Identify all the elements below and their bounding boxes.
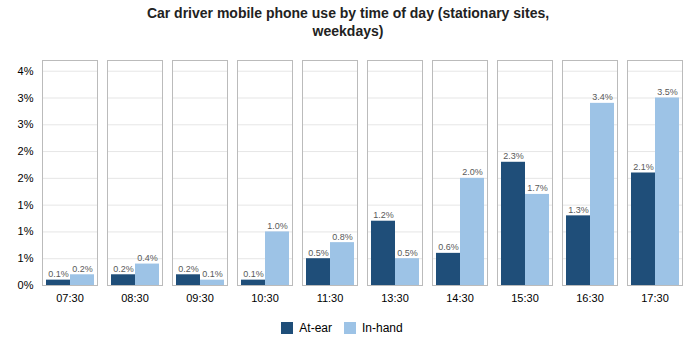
svg-text:17:30: 17:30	[641, 292, 669, 304]
svg-text:3.5%: 3.5%	[657, 87, 678, 97]
svg-text:2.3%: 2.3%	[503, 151, 524, 161]
svg-text:0.2%: 0.2%	[113, 264, 134, 274]
svg-text:16:30: 16:30	[576, 292, 604, 304]
svg-text:0.8%: 0.8%	[332, 232, 353, 242]
svg-text:0.1%: 0.1%	[48, 269, 69, 279]
svg-text:3%: 3%	[18, 118, 34, 130]
svg-text:0.1%: 0.1%	[202, 269, 223, 279]
svg-text:2.0%: 2.0%	[462, 167, 483, 177]
svg-text:15:30: 15:30	[511, 292, 539, 304]
svg-text:1.7%: 1.7%	[527, 183, 548, 193]
svg-text:0.2%: 0.2%	[178, 264, 199, 274]
svg-text:10:30: 10:30	[251, 292, 279, 304]
svg-text:1%: 1%	[18, 252, 34, 264]
svg-text:1%: 1%	[18, 225, 34, 237]
svg-text:1.0%: 1.0%	[267, 221, 288, 231]
svg-text:14:30: 14:30	[446, 292, 474, 304]
svg-text:1.2%: 1.2%	[373, 210, 394, 220]
svg-text:1.3%: 1.3%	[568, 205, 589, 215]
svg-text:0.5%: 0.5%	[397, 248, 418, 258]
svg-text:2%: 2%	[18, 145, 34, 157]
svg-text:0.5%: 0.5%	[308, 248, 329, 258]
svg-text:13:30: 13:30	[381, 292, 409, 304]
svg-text:4%: 4%	[18, 65, 34, 77]
svg-text:08:30: 08:30	[121, 292, 149, 304]
svg-text:1%: 1%	[18, 199, 34, 211]
svg-text:0.4%: 0.4%	[137, 253, 158, 263]
svg-text:09:30: 09:30	[186, 292, 214, 304]
html-text:At-ear: At-ear	[299, 320, 332, 335]
svg-text:0.2%: 0.2%	[72, 264, 93, 274]
svg-text:11:30: 11:30	[317, 292, 344, 304]
svg-text:2%: 2%	[18, 172, 34, 184]
svg-text:0%: 0%	[18, 279, 34, 291]
svg-text:07:30: 07:30	[56, 292, 84, 304]
svg-text:0.1%: 0.1%	[243, 269, 264, 279]
svg-text:3%: 3%	[18, 92, 34, 104]
svg-text:2.1%: 2.1%	[633, 162, 654, 172]
html-text:In-hand: In-hand	[362, 320, 403, 335]
svg-text:0.6%: 0.6%	[438, 242, 459, 252]
html-text:Car driver mobile phone use by: Car driver mobile phone use by time of d…	[146, 5, 550, 39]
svg-text:3.4%: 3.4%	[592, 92, 613, 102]
